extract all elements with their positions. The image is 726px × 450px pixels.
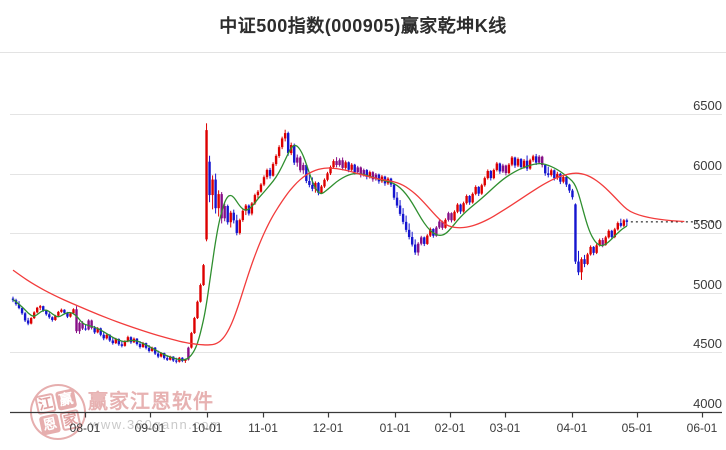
x-axis-tick-label: 08-01: [69, 421, 101, 435]
x-axis-tick-label: 10-01: [191, 421, 223, 435]
y-axis-tick-label: 6000: [693, 157, 722, 173]
x-axis-tick-label: 11-01: [248, 421, 278, 435]
y-axis-tick-label: 4000: [693, 396, 722, 411]
x-axis-tick-label: 09-01: [134, 421, 166, 435]
x-axis-tick-label: 02-01: [434, 421, 466, 435]
y-axis-tick-label: 5000: [693, 276, 722, 292]
x-axis-tick-label: 12-01: [312, 421, 344, 435]
x-axis-tick-label: 04-01: [556, 421, 588, 435]
y-axis-tick-label: 4500: [693, 336, 722, 352]
y-axis-tick-label: 5500: [693, 217, 722, 233]
x-axis-tick-label: 03-01: [489, 421, 521, 435]
x-axis-tick-label: 01-01: [379, 421, 411, 435]
y-axis-tick-label: 6500: [693, 98, 722, 113]
x-axis-tick-label: 05-01: [621, 421, 653, 435]
x-axis-tick-label: 06-01: [686, 421, 718, 435]
